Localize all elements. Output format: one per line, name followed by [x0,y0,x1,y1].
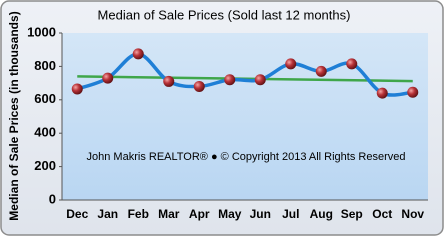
chart: Median of Sale Prices (Sold last 12 mont… [0,0,444,236]
data-point [193,80,205,92]
x-tick-label: Jun [250,207,271,221]
x-tick-label: May [218,207,242,221]
y-tick-label: 800 [34,58,56,73]
data-point [163,75,175,87]
x-tick-label: Dec [66,207,88,221]
x-tick-label: Mar [158,207,180,221]
data-point [102,72,114,84]
data-point [224,74,236,86]
y-tick-label: 1000 [27,24,56,39]
data-point [346,58,358,70]
y-tick-label: 0 [49,191,56,206]
x-tick-label: Nov [401,207,424,221]
x-tick-label: Sep [341,207,363,221]
data-point [407,86,419,98]
chart-title: Median of Sale Prices (Sold last 12 mont… [98,7,351,22]
data-point [132,48,144,60]
x-tick-label: Oct [372,207,392,221]
data-point [315,65,327,77]
annotation: John Makris REALTOR® ● © Copyright 2013 … [87,151,406,163]
plot-area [62,33,428,200]
x-tick-label: Aug [310,207,333,221]
y-tick-label: 400 [34,125,56,140]
x-tick-label: Feb [128,207,149,221]
data-point [254,74,266,86]
x-tick-label: Jul [282,207,299,221]
y-tick-label: 200 [34,158,56,173]
x-tick-label: Jan [97,207,118,221]
x-tick-label: Apr [189,207,210,221]
data-point [376,87,388,99]
y-tick-label: 600 [34,91,56,106]
y-axis-label: Median of Sale Prices (in thousands) [7,11,21,220]
data-point [71,83,83,95]
data-point [285,58,297,70]
